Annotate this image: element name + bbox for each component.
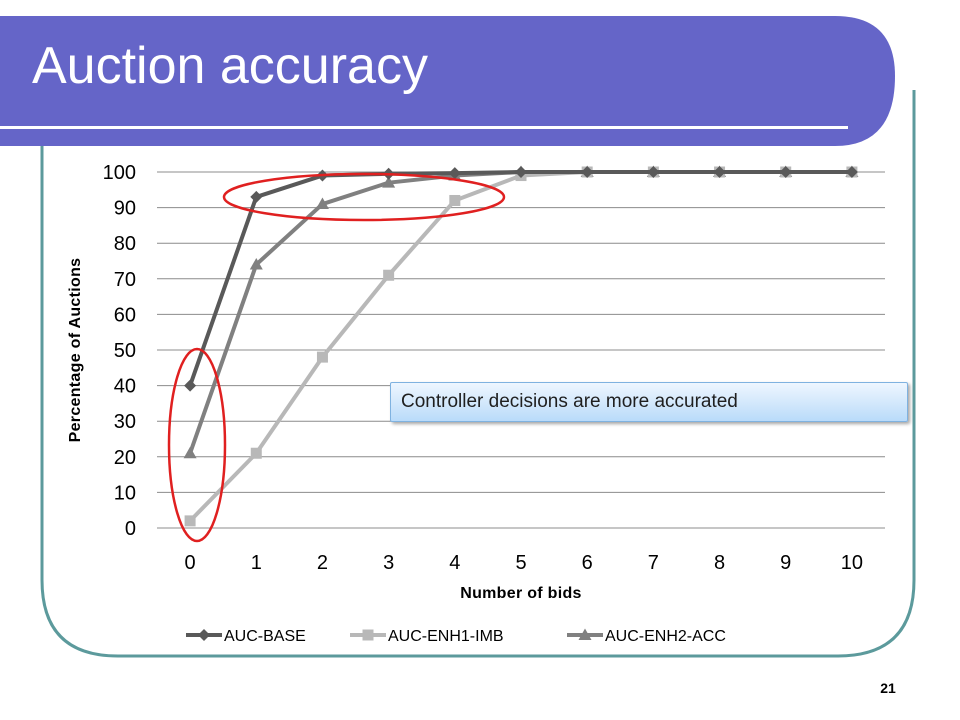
data-point — [184, 379, 197, 392]
y-tick-label: 20 — [114, 447, 136, 469]
legend-marker — [578, 628, 592, 640]
legend-label: AUC-BASE — [224, 628, 306, 645]
x-axis-title: Number of bids — [460, 585, 582, 602]
data-point — [515, 166, 527, 178]
legend-marker — [198, 629, 210, 641]
title-banner — [0, 16, 895, 146]
series-auc-base — [184, 166, 858, 392]
y-tick-label: 100 — [103, 162, 136, 184]
slide-number: 21 — [880, 680, 896, 696]
content-frame — [40, 90, 916, 658]
data-point — [383, 269, 395, 281]
y-tick-label: 60 — [114, 304, 136, 326]
x-tick-label: 2 — [317, 552, 328, 574]
x-tick-label: 4 — [449, 552, 460, 574]
y-tick-label: 50 — [114, 340, 136, 362]
data-point — [647, 166, 660, 178]
data-point — [250, 190, 263, 203]
x-tick-label: 6 — [582, 552, 593, 574]
y-axis-title: Percentage of Auctions — [67, 258, 84, 443]
data-point — [713, 166, 726, 178]
y-tick-label: 90 — [114, 198, 136, 220]
y-tick-label: 0 — [125, 518, 136, 540]
x-tick-label: 1 — [251, 552, 262, 574]
y-tick-label: 40 — [114, 376, 136, 398]
data-point — [382, 176, 396, 188]
y-tick-label: 10 — [114, 482, 136, 504]
x-tick-label: 8 — [714, 552, 725, 574]
data-point — [315, 197, 329, 210]
x-tick-label: 3 — [383, 552, 394, 574]
legend-label: AUC-ENH2-ACC — [605, 628, 726, 645]
y-tick-label: 70 — [114, 269, 136, 291]
series-lines — [183, 165, 859, 527]
data-point — [845, 166, 858, 178]
series-line — [188, 170, 852, 523]
legend-marker — [362, 629, 374, 641]
y-tick-label: 30 — [114, 411, 136, 433]
data-point — [184, 515, 196, 527]
data-point — [249, 258, 263, 270]
title-underline — [0, 126, 848, 129]
x-tick-label: 10 — [841, 552, 863, 574]
data-point — [250, 447, 262, 459]
legend-item: AUC-BASE — [186, 628, 306, 645]
x-axis-ticks: 0 1 2 3 4 5 6 7 8 9 10 — [185, 552, 864, 574]
data-point — [448, 167, 461, 180]
data-point — [581, 166, 594, 178]
highlight-ellipse-convergence — [222, 172, 506, 222]
legend-item: AUC-ENH2-ACC — [567, 628, 726, 645]
annotation-callout: Controller decisions are more accurated — [390, 382, 908, 422]
legend: AUC-BASE AUC-ENH1-IMB AUC-ENH2-ACC — [186, 628, 726, 645]
y-axis-ticks: 0 10 20 30 40 50 60 70 80 90 100 — [103, 162, 136, 540]
legend-label: AUC-ENH1-IMB — [388, 628, 504, 645]
legend-item: AUC-ENH1-IMB — [350, 628, 504, 645]
data-point — [183, 446, 197, 459]
data-point — [316, 351, 328, 363]
gridlines — [157, 171, 885, 529]
data-point — [449, 194, 461, 206]
x-tick-label: 9 — [780, 552, 791, 574]
highlight-ellipse-zero-bids — [167, 347, 227, 543]
y-tick-label: 80 — [114, 233, 136, 255]
slide-title: Auction accuracy — [32, 37, 428, 95]
x-tick-label: 7 — [648, 552, 659, 574]
series-auc-enh1-imb — [184, 166, 858, 527]
data-point — [779, 166, 792, 178]
x-tick-label: 0 — [185, 552, 196, 574]
x-tick-label: 5 — [515, 552, 526, 574]
